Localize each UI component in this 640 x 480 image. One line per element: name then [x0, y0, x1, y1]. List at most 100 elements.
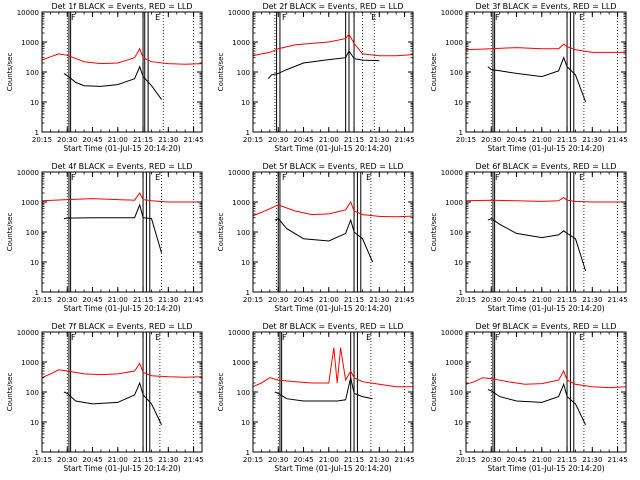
y-axis-label: Counts/sec: [6, 53, 14, 92]
y-axis-label: Counts/sec: [430, 373, 438, 412]
y-tick-label: 100: [450, 389, 463, 397]
x-tick-label: 21:15: [557, 136, 577, 144]
y-tick-label: 100: [26, 229, 39, 237]
marker-label: F: [71, 333, 76, 342]
y-tick-label: 10000: [441, 329, 463, 337]
x-tick-label: 21:15: [557, 456, 577, 464]
series-line: [252, 33, 414, 57]
series-line: [465, 43, 626, 53]
marker-label: E: [579, 173, 584, 182]
subplot: Det 4f BLACK = Events, RED = LLD F E 1 10 100…: [6, 162, 204, 313]
x-axis-label: Start Time (01-Jul-15 20:14:20): [274, 464, 391, 473]
x-tick-label: 21:00: [319, 136, 339, 144]
x-tick-label: 20:15: [32, 136, 52, 144]
series-line: [267, 50, 380, 80]
x-tick-label: 20:30: [481, 456, 501, 464]
series-line: [252, 200, 414, 218]
x-tick-label: 21:15: [557, 296, 577, 304]
y-tick-label: 100: [450, 69, 463, 77]
y-tick-label: 10: [241, 419, 250, 427]
chart-title: Det 4f BLACK = Events, RED = LLD: [51, 162, 192, 171]
y-tick-label: 1000: [445, 199, 463, 207]
y-tick-label: 100: [237, 69, 250, 77]
x-tick-label: 21:30: [158, 296, 178, 304]
x-tick-label: 21:15: [133, 296, 153, 304]
marker-label: E: [579, 333, 584, 342]
series-line: [465, 196, 626, 203]
marker-label: F: [282, 13, 287, 22]
x-tick-label: 21:45: [394, 136, 414, 144]
x-tick-label: 20:45: [506, 136, 526, 144]
subplot: Det 7f BLACK = Events, RED = LLD F E 1 10 100…: [6, 322, 204, 473]
y-tick-label: 1000: [445, 39, 463, 47]
x-tick-label: 21:45: [607, 456, 627, 464]
series-line: [41, 362, 203, 379]
marker-label: E: [366, 173, 371, 182]
y-axis-label: Counts/sec: [430, 53, 438, 92]
subplot: Det 8f BLACK = Events, RED = LLD F E 1 10 100…: [217, 322, 415, 473]
marker-label: F: [71, 13, 76, 22]
x-tick-label: 20:45: [82, 456, 102, 464]
chart-title: Det 1f BLACK = Events, RED = LLD: [51, 2, 192, 11]
series-line: [465, 369, 627, 389]
series-line: [41, 47, 203, 65]
x-tick-label: 21:15: [133, 136, 153, 144]
x-tick-label: 21:00: [108, 136, 128, 144]
x-axis-label: Start Time (01-Jul-15 20:14:20): [487, 144, 604, 153]
marker-label: E: [155, 173, 160, 182]
y-tick-label: 1000: [445, 359, 463, 367]
series-line: [63, 203, 163, 254]
x-tick-label: 20:15: [243, 456, 263, 464]
x-tick-label: 20:30: [268, 456, 288, 464]
y-tick-label: 1000: [232, 39, 250, 47]
subplot: Det 6f BLACK = Events, RED = LLD F E 1 10 100…: [430, 162, 628, 313]
marker-label: E: [579, 13, 584, 22]
x-tick-label: 21:30: [582, 456, 602, 464]
y-tick-label: 10: [454, 259, 463, 267]
marker-label: F: [495, 333, 500, 342]
x-tick-label: 21:00: [319, 296, 339, 304]
x-tick-label: 21:45: [394, 296, 414, 304]
x-tick-label: 20:45: [293, 136, 313, 144]
marker-label: E: [155, 333, 160, 342]
y-tick-label: 1: [35, 449, 39, 457]
y-tick-label: 1: [459, 129, 463, 137]
series-line: [63, 381, 163, 426]
chart-title: Det 7f BLACK = Events, RED = LLD: [51, 322, 192, 331]
y-tick-label: 1: [459, 289, 463, 297]
plot-frame: [465, 331, 627, 453]
x-tick-label: 20:30: [481, 296, 501, 304]
y-tick-label: 10000: [228, 169, 250, 177]
plot-frame: [465, 171, 627, 293]
x-tick-label: 21:45: [183, 136, 203, 144]
marker-label: F: [282, 333, 287, 342]
subplot: Det 9f BLACK = Events, RED = LLD F E 1 10 100…: [430, 322, 628, 473]
x-tick-label: 20:30: [57, 136, 77, 144]
y-axis-label: Counts/sec: [217, 53, 225, 92]
x-tick-label: 20:30: [268, 136, 288, 144]
plot-frame: [41, 331, 203, 453]
x-tick-label: 20:15: [32, 456, 52, 464]
x-axis-label: Start Time (01-Jul-15 20:14:20): [487, 304, 604, 313]
x-tick-label: 20:45: [82, 296, 102, 304]
y-tick-label: 10000: [17, 9, 39, 17]
x-tick-label: 21:15: [344, 296, 364, 304]
y-tick-label: 10: [454, 419, 463, 427]
y-tick-label: 1: [35, 289, 39, 297]
y-tick-label: 100: [237, 389, 250, 397]
x-tick-label: 20:15: [243, 296, 263, 304]
y-tick-label: 10: [241, 259, 250, 267]
y-tick-label: 10000: [17, 169, 39, 177]
series-line: [487, 382, 587, 426]
chart-title: Det 5f BLACK = Events, RED = LLD: [262, 162, 403, 171]
x-tick-label: 21:30: [369, 456, 389, 464]
x-tick-label: 20:15: [32, 296, 52, 304]
y-tick-label: 1: [459, 449, 463, 457]
x-tick-label: 21:30: [582, 136, 602, 144]
y-tick-label: 10000: [228, 9, 250, 17]
series-line: [274, 217, 374, 263]
x-tick-label: 20:15: [243, 136, 263, 144]
x-tick-label: 21:45: [607, 296, 627, 304]
subplot: Det 3f BLACK = Events, RED = LLD F E 1 10 100…: [430, 2, 628, 153]
y-tick-label: 100: [26, 389, 39, 397]
